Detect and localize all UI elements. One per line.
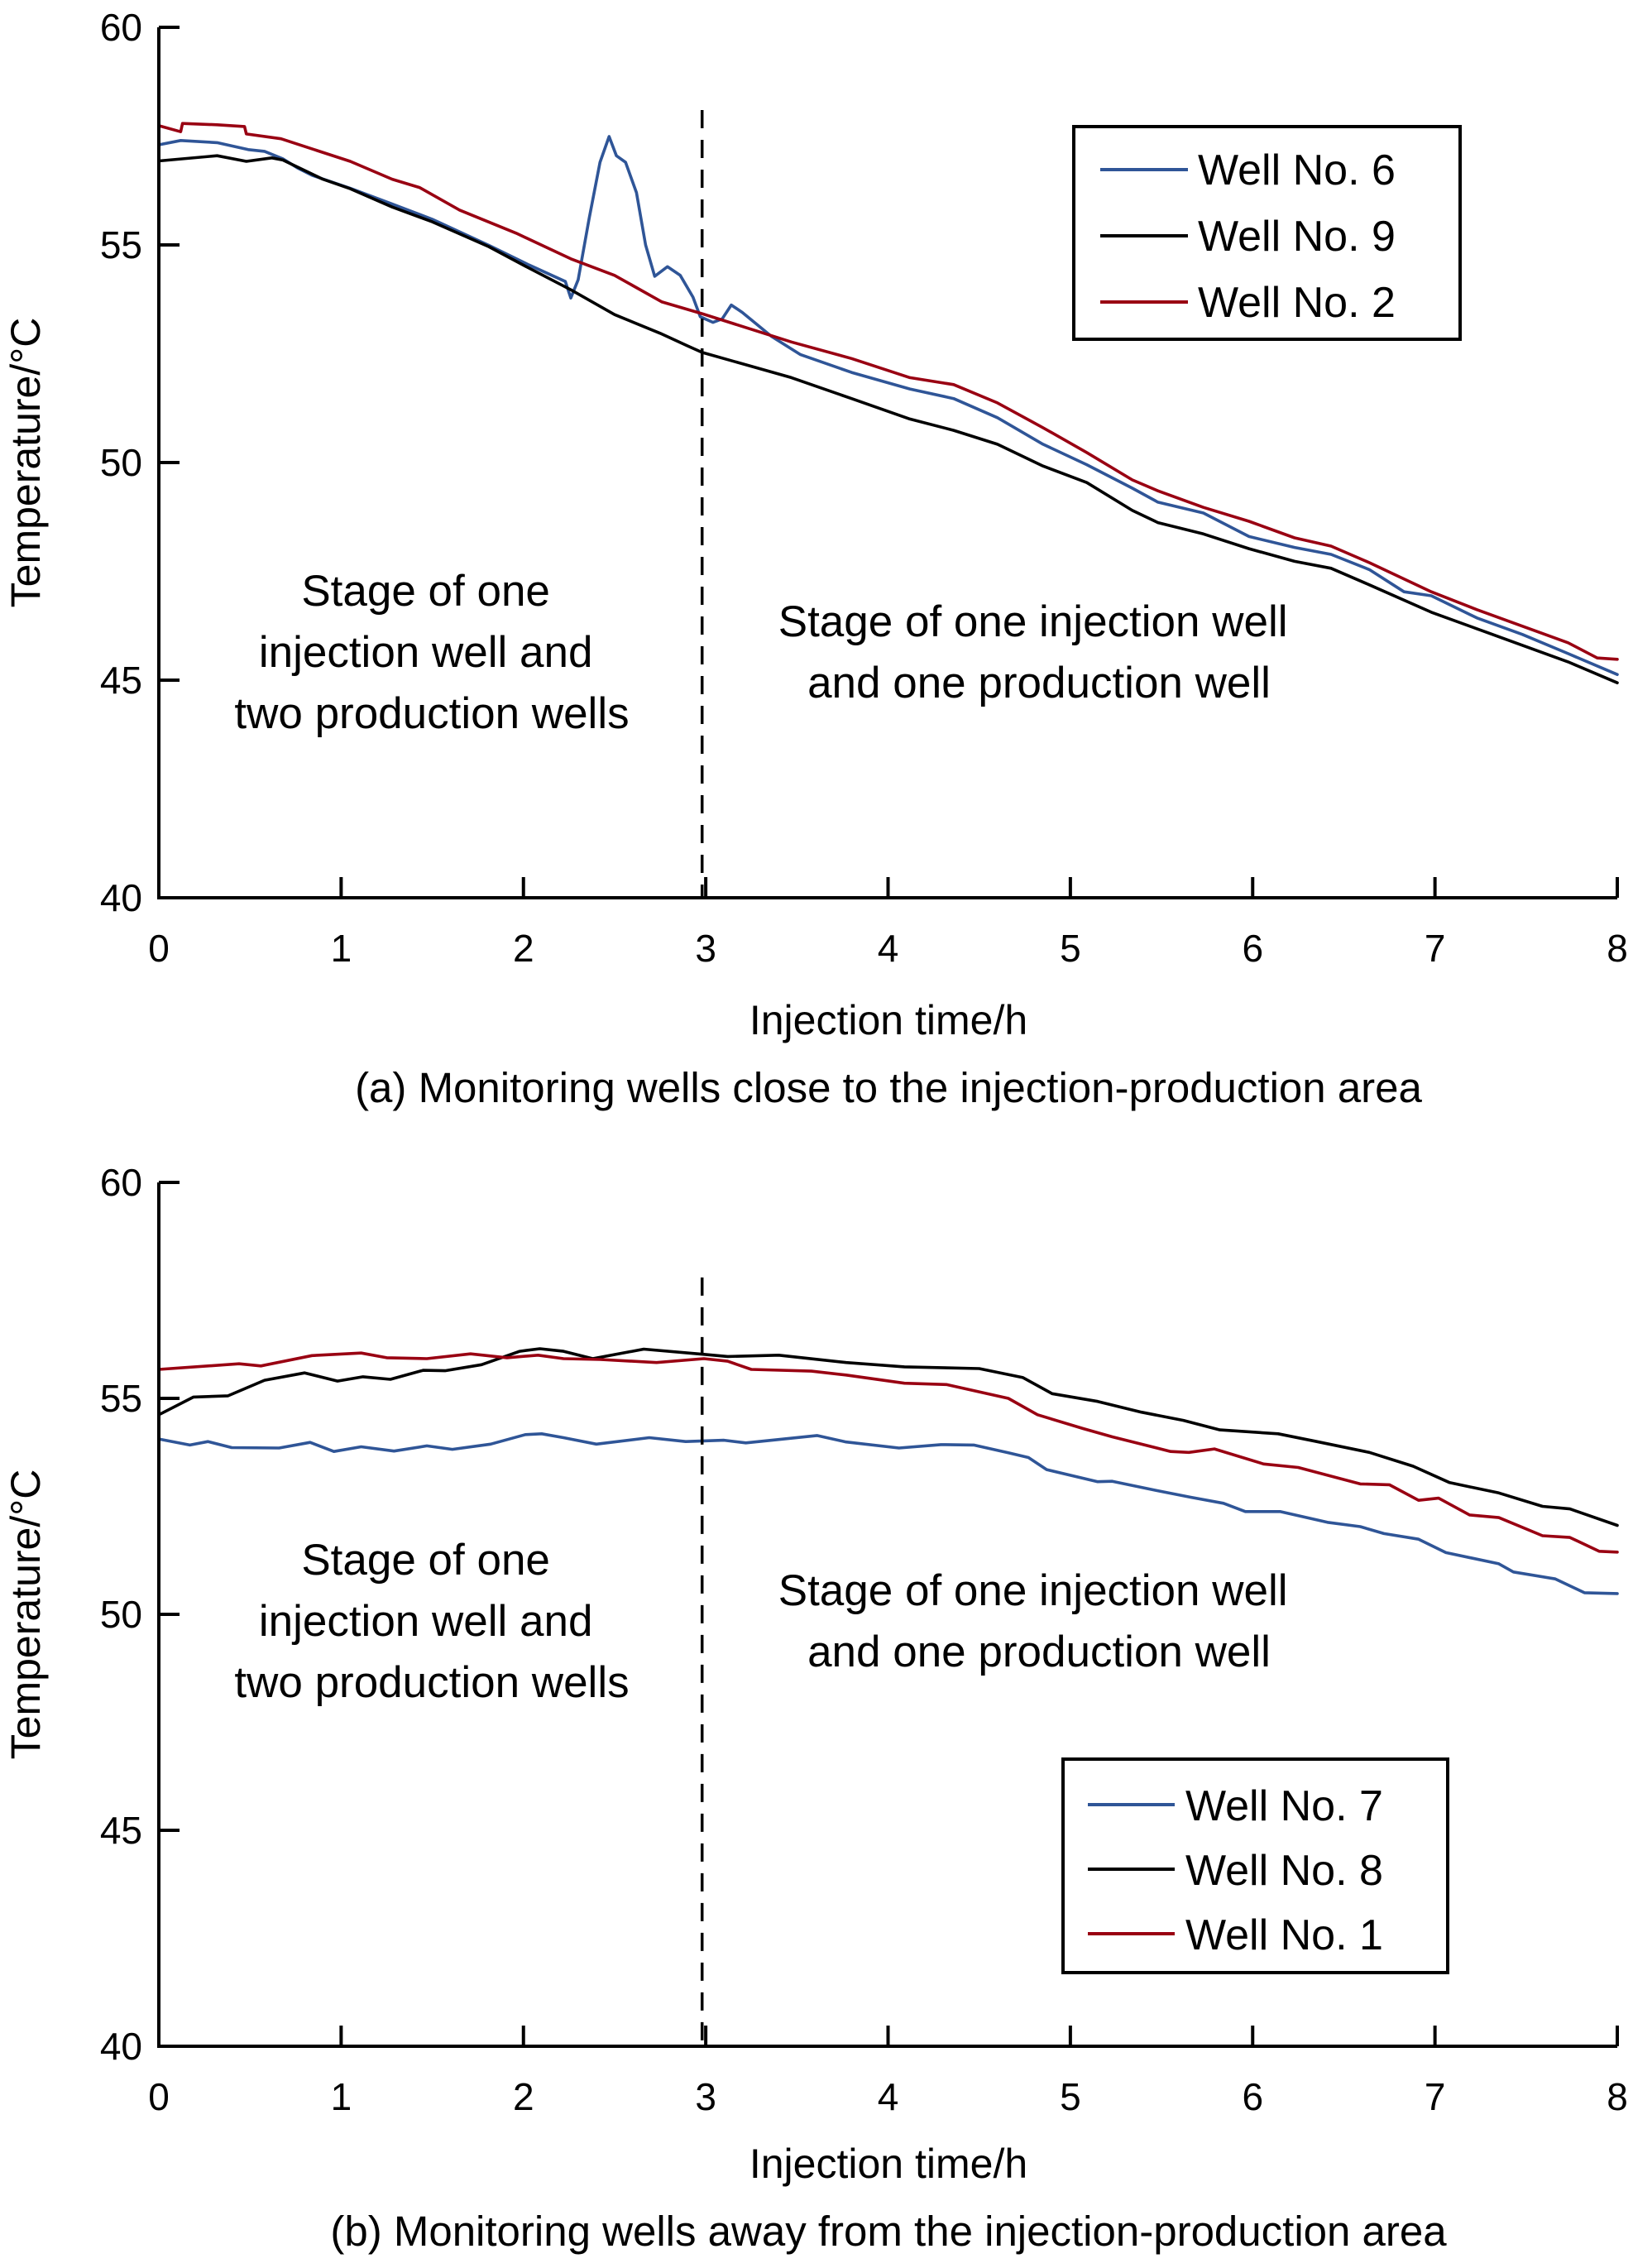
y-tick-label: 40 (100, 2025, 142, 2068)
y-tick-label: 60 (100, 1161, 142, 1204)
y-tick-label: 50 (100, 441, 142, 484)
x-tick-label: 3 (695, 2075, 716, 2118)
y-tick-label: 45 (100, 659, 142, 702)
series-line-well-no-7 (157, 1432, 1619, 1595)
x-axis-label-b: Injection time/h (749, 2141, 1027, 2187)
stage-right-line-2: and one production well (807, 1628, 1271, 1676)
y-tick-label: 45 (100, 1809, 142, 1852)
legend-label-well-2: Well No. 2 (1198, 279, 1396, 327)
stage-right-line-2: and one production well (807, 659, 1271, 707)
x-tick-label: 5 (1060, 927, 1081, 970)
series-line-well-no-2 (157, 122, 1619, 661)
x-axis-label-a: Injection time/h (749, 997, 1027, 1043)
legend-label-well-9: Well No. 9 (1198, 213, 1396, 261)
y-tick-label: 50 (100, 1593, 142, 1636)
y-axis-label-a: Temperature/°C (2, 318, 49, 608)
stage-left-line-1: Stage of one (301, 1536, 550, 1585)
stage-annotation-left-b: Stage of one injection well and two prod… (234, 1536, 629, 1707)
x-tick-label: 7 (1425, 927, 1446, 970)
legend-label-well-1: Well No. 1 (1185, 1911, 1383, 1959)
stage-right-line-1: Stage of one injection well (778, 1566, 1288, 1615)
legend-box-a (1072, 125, 1462, 341)
series-line-well-no-9 (157, 154, 1619, 684)
x-tick-label: 0 (148, 2075, 170, 2118)
stage-left-line-1: Stage of one (301, 567, 550, 616)
x-tick-label: 4 (878, 2075, 899, 2118)
series-line-well-no-6 (157, 135, 1619, 676)
x-tick-label: 1 (331, 2075, 352, 2118)
y-tick-label: 55 (100, 1377, 142, 1420)
y-tick-label: 55 (100, 223, 142, 266)
legend-label-well-6: Well No. 6 (1198, 146, 1396, 194)
series-layer-a (157, 122, 1619, 684)
caption-a: (a) Monitoring wells close to the inject… (355, 1064, 1422, 1111)
legend-label-well-8: Well No. 8 (1185, 1847, 1383, 1895)
x-tick-label: 6 (1242, 927, 1263, 970)
stage-left-line-2: injection well and (259, 1597, 593, 1646)
x-tick-label: 6 (1242, 2075, 1263, 2118)
y-tick-label: 60 (100, 6, 142, 49)
stage-left-line-3: two production wells (234, 689, 629, 738)
x-tick-label: 8 (1607, 927, 1628, 970)
x-tick-label: 5 (1060, 2075, 1081, 2118)
x-tick-label: 4 (878, 927, 899, 970)
stage-right-line-1: Stage of one injection well (778, 597, 1288, 646)
x-tick-label: 1 (331, 927, 352, 970)
series-line-well-no-1 (157, 1351, 1619, 1554)
legend-b: Well No. 7 Well No. 8 Well No. 1 (1061, 1757, 1449, 1974)
series-layer-b (157, 1347, 1619, 1595)
stage-annotation-right-a: Stage of one injection well and one prod… (778, 597, 1300, 707)
x-tick-label: 3 (695, 927, 716, 970)
legend-box-b (1061, 1757, 1449, 1974)
stage-annotation-left-a: Stage of one injection well and two prod… (234, 567, 629, 738)
x-tick-label: 7 (1425, 2075, 1446, 2118)
caption-b: (b) Monitoring wells away from the injec… (330, 2208, 1447, 2255)
stage-left-line-2: injection well and (259, 628, 593, 677)
x-tick-label: 8 (1607, 2075, 1628, 2118)
x-tick-label: 2 (513, 2075, 534, 2118)
legend-a: Well No. 6 Well No. 9 Well No. 2 (1072, 125, 1462, 341)
x-tick-label: 2 (513, 927, 534, 970)
legend-label-well-7: Well No. 7 (1185, 1782, 1383, 1830)
series-line-well-no-8 (157, 1347, 1619, 1527)
x-tick-label: 0 (148, 927, 170, 970)
stage-annotation-right-b: Stage of one injection well and one prod… (778, 1566, 1300, 1676)
stage-left-line-3: two production wells (234, 1658, 629, 1707)
y-axis-label-b: Temperature/°C (2, 1470, 49, 1760)
y-tick-label: 40 (100, 876, 142, 919)
